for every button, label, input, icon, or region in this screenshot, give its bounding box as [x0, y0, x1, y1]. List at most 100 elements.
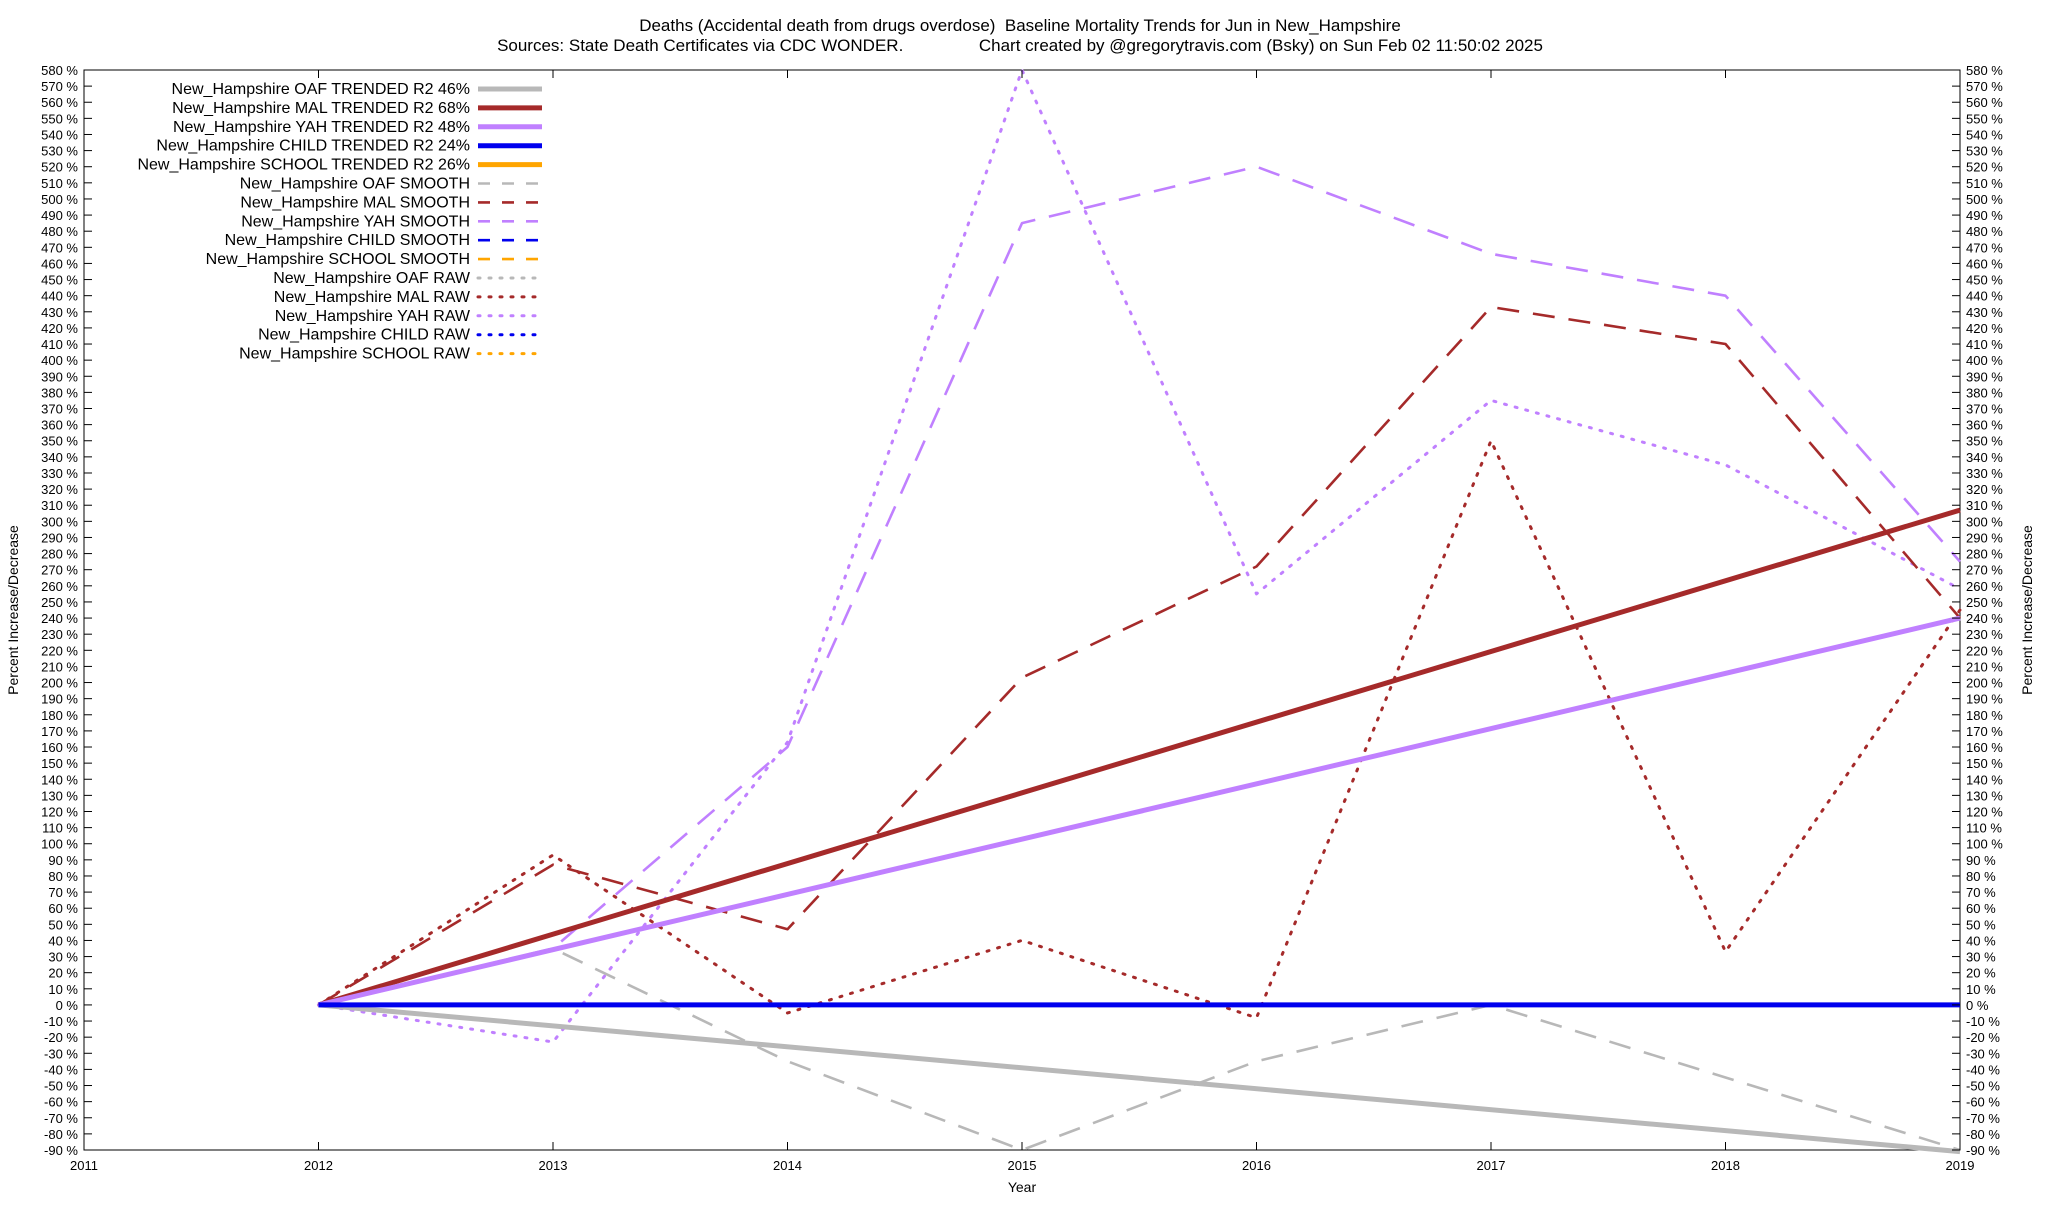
series-line-yah-raw [317, 68, 1962, 1044]
x-tick-label: 2014 [773, 1158, 802, 1173]
y-tick-label: 540 % [41, 127, 78, 142]
y-tick-label: 120 % [41, 804, 78, 819]
y2-tick-label: 190 % [1966, 692, 2003, 707]
x-tick-label: 2012 [304, 1158, 333, 1173]
y2-tick-label: 30 % [1966, 950, 1996, 965]
x-tick-label: 2018 [1711, 1158, 1740, 1173]
y-tick-label: 0 % [56, 998, 79, 1013]
y-tick-label: 340 % [41, 450, 78, 465]
y-tick-label: 330 % [41, 466, 78, 481]
y2-tick-label: 180 % [1966, 708, 2003, 723]
y2-tick-label: 420 % [1966, 321, 2003, 336]
series-line-yah-trended [317, 615, 1961, 1008]
legend-label: New_Hampshire OAF SMOOTH [240, 176, 470, 193]
y-tick-label: 170 % [41, 724, 78, 739]
y2-tick-label: 400 % [1966, 353, 2003, 368]
y-tick-label: -20 % [44, 1030, 78, 1045]
y2-tick-label: 440 % [1966, 289, 2003, 304]
y-tick-label: -40 % [44, 1062, 78, 1077]
y-tick-label: 90 % [48, 853, 78, 868]
y2-tick-label: 390 % [1966, 369, 2003, 384]
y2-tick-label: 230 % [1966, 627, 2003, 642]
y-tick-label: 70 % [48, 885, 78, 900]
y-tick-label: 20 % [48, 966, 78, 981]
y2-tick-label: 540 % [1966, 127, 2003, 142]
y2-tick-label: 70 % [1966, 885, 1996, 900]
series-line-mal-raw [317, 439, 1962, 1020]
y2-tick-label: 60 % [1966, 901, 1996, 916]
y2-tick-label: 360 % [1966, 418, 2003, 433]
y2-tick-label: -70 % [1966, 1111, 2000, 1126]
y2-tick-label: 170 % [1966, 724, 2003, 739]
y-tick-label: 280 % [41, 547, 78, 562]
x-tick-label: 2015 [1008, 1158, 1037, 1173]
y-tick-label: 150 % [41, 756, 78, 771]
y2-tick-label: 300 % [1966, 514, 2003, 529]
y-tick-label: 510 % [41, 176, 78, 191]
legend-label: New_Hampshire SCHOOL TRENDED R2 26% [137, 157, 470, 174]
y2-tick-label: 40 % [1966, 933, 1996, 948]
y-tick-label: 580 % [41, 63, 78, 78]
chart-title: Deaths (Accidental death from drugs over… [639, 16, 1401, 35]
y-tick-label: -10 % [44, 1014, 78, 1029]
y2-tick-label: 120 % [1966, 804, 2003, 819]
legend-label: New_Hampshire SCHOOL SMOOTH [206, 251, 470, 268]
y2-tick-label: -20 % [1966, 1030, 2000, 1045]
y-tick-label: 300 % [41, 514, 78, 529]
y2-tick-label: 10 % [1966, 982, 1996, 997]
y-tick-label: 230 % [41, 627, 78, 642]
y-tick-label: -50 % [44, 1079, 78, 1094]
y2-tick-label: 270 % [1966, 563, 2003, 578]
y-tick-label: 410 % [41, 337, 78, 352]
y-tick-label: 350 % [41, 434, 78, 449]
y2-tick-label: 520 % [1966, 160, 2003, 175]
y-tick-label: 320 % [41, 482, 78, 497]
y-tick-label: 520 % [41, 160, 78, 175]
series-line-oaf-smooth [318, 947, 1961, 1152]
y-tick-label: 60 % [48, 901, 78, 916]
y2-tick-label: 80 % [1966, 869, 1996, 884]
y2-tick-label: 500 % [1966, 192, 2003, 207]
y-tick-label: 50 % [48, 917, 78, 932]
y-tick-label: -30 % [44, 1046, 78, 1061]
y2-tick-label: 100 % [1966, 837, 2003, 852]
y-tick-label: 130 % [41, 788, 78, 803]
chart-subtitle: Sources: State Death Certificates via CD… [497, 36, 1543, 55]
y2-tick-label: 20 % [1966, 966, 1996, 981]
y-tick-label: 470 % [41, 240, 78, 255]
y2-tick-label: 460 % [1966, 256, 2003, 271]
y2-tick-label: 330 % [1966, 466, 2003, 481]
legend: New_Hampshire OAF TRENDED R2 46% New_Hamp… [137, 81, 544, 363]
series-layer [317, 68, 1962, 1155]
y-tick-label: 360 % [41, 418, 78, 433]
legend-label: New_Hampshire MAL TRENDED R2 68% [172, 100, 470, 117]
x-tick-label: 2011 [70, 1158, 98, 1173]
y2-tick-label: 110 % [1966, 821, 2002, 836]
y-tick-label: 450 % [41, 273, 78, 288]
x-tick-label: 2017 [1477, 1158, 1506, 1173]
axis-layer: -90 % -90 %-80 % -80 %-70 % -70 %-60 % -60 %… [41, 63, 2003, 1173]
y2-tick-label: 560 % [1966, 95, 2003, 110]
y2-tick-label: 430 % [1966, 305, 2003, 320]
y2-tick-label: 550 % [1966, 111, 2003, 126]
y2-tick-label: 340 % [1966, 450, 2003, 465]
series-line-oaf-trended [318, 1002, 1961, 1155]
y2-tick-label: 130 % [1966, 788, 2003, 803]
series-line-mal-trended [317, 507, 1961, 1008]
y-tick-label: 380 % [41, 385, 78, 400]
y-tick-label: 260 % [41, 579, 78, 594]
y-tick-label: 140 % [41, 772, 78, 787]
y-tick-label: 490 % [41, 208, 78, 223]
y-tick-label: 190 % [41, 692, 78, 707]
x-tick-label: 2019 [1946, 1158, 1975, 1173]
y2-tick-label: 0 % [1966, 998, 1989, 1013]
legend-label: New_Hampshire YAH TRENDED R2 48% [173, 119, 470, 136]
legend-label: New_Hampshire SCHOOL RAW [239, 346, 471, 363]
y2-tick-label: -90 % [1966, 1143, 2000, 1158]
y-tick-label: 390 % [41, 369, 78, 384]
y2-tick-label: 240 % [1966, 611, 2003, 626]
y2-tick-label: -30 % [1966, 1046, 2000, 1061]
y-tick-label: 80 % [48, 869, 78, 884]
y-tick-label: 370 % [41, 402, 78, 417]
